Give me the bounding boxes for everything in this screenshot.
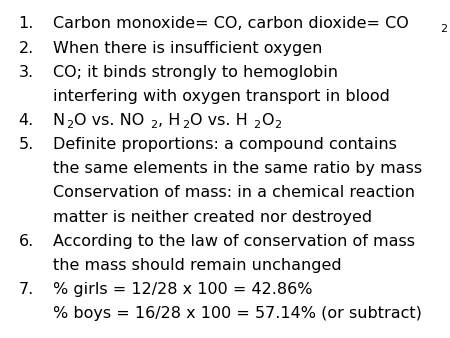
- Text: 5.: 5.: [18, 137, 34, 152]
- Text: CO; it binds strongly to hemoglobin: CO; it binds strongly to hemoglobin: [53, 65, 338, 80]
- Text: 2: 2: [182, 120, 189, 130]
- Text: 2: 2: [253, 120, 260, 130]
- Text: the same elements in the same ratio by mass: the same elements in the same ratio by m…: [53, 161, 422, 176]
- Text: 4.: 4.: [18, 113, 34, 128]
- Text: O: O: [261, 113, 273, 128]
- Text: 6.: 6.: [18, 234, 34, 249]
- Text: 7.: 7.: [18, 282, 34, 297]
- Text: % girls = 12/28 x 100 = 42.86%: % girls = 12/28 x 100 = 42.86%: [53, 282, 312, 297]
- Text: 2: 2: [66, 120, 73, 130]
- Text: 2: 2: [150, 120, 157, 130]
- Text: % boys = 16/28 x 100 = 57.14% (or subtract): % boys = 16/28 x 100 = 57.14% (or subtra…: [53, 306, 422, 321]
- Text: 2.: 2.: [18, 41, 34, 56]
- Text: matter is neither created nor destroyed: matter is neither created nor destroyed: [53, 210, 372, 224]
- Text: O vs. H: O vs. H: [190, 113, 248, 128]
- Text: According to the law of conservation of mass: According to the law of conservation of …: [53, 234, 414, 249]
- Text: N: N: [53, 113, 65, 128]
- Text: 1.: 1.: [18, 17, 34, 31]
- Text: Definite proportions: a compound contains: Definite proportions: a compound contain…: [53, 137, 396, 152]
- Text: the mass should remain unchanged: the mass should remain unchanged: [53, 258, 341, 273]
- Text: 2: 2: [274, 120, 281, 130]
- Text: , H: , H: [158, 113, 180, 128]
- Text: O vs. NO: O vs. NO: [74, 113, 144, 128]
- Text: 3.: 3.: [18, 65, 34, 80]
- Text: Conservation of mass: in a chemical reaction: Conservation of mass: in a chemical reac…: [53, 186, 414, 200]
- Text: When there is insufficient oxygen: When there is insufficient oxygen: [53, 41, 322, 56]
- Text: interfering with oxygen transport in blood: interfering with oxygen transport in blo…: [53, 89, 390, 104]
- Text: Carbon monoxide= CO, carbon dioxide= CO: Carbon monoxide= CO, carbon dioxide= CO: [53, 17, 409, 31]
- Text: 2: 2: [440, 24, 447, 34]
